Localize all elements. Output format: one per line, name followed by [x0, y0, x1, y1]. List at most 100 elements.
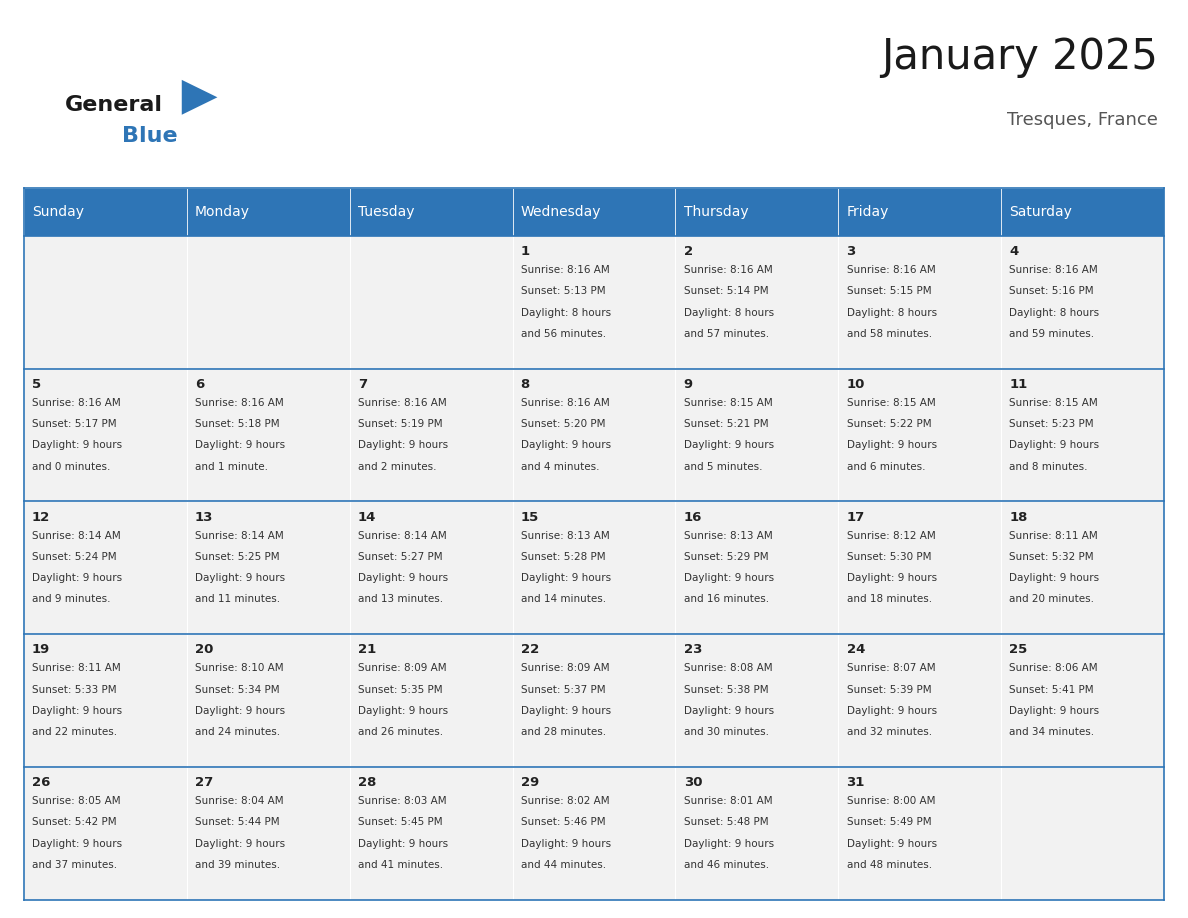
- Text: 26: 26: [32, 777, 50, 789]
- Text: Sunset: 5:30 PM: Sunset: 5:30 PM: [847, 552, 931, 562]
- Text: Sunset: 5:33 PM: Sunset: 5:33 PM: [32, 685, 116, 695]
- Text: Daylight: 9 hours: Daylight: 9 hours: [358, 706, 448, 716]
- Text: Daylight: 9 hours: Daylight: 9 hours: [683, 441, 773, 451]
- Text: Sunset: 5:17 PM: Sunset: 5:17 PM: [32, 420, 116, 429]
- Text: Sunset: 5:28 PM: Sunset: 5:28 PM: [520, 552, 606, 562]
- Text: 13: 13: [195, 510, 213, 523]
- Bar: [187, 634, 349, 767]
- Text: and 34 minutes.: and 34 minutes.: [1010, 727, 1094, 737]
- Text: 28: 28: [358, 777, 377, 789]
- Bar: [24, 634, 187, 767]
- Text: Sunrise: 8:14 AM: Sunrise: 8:14 AM: [195, 531, 284, 541]
- Text: Sunset: 5:25 PM: Sunset: 5:25 PM: [195, 552, 279, 562]
- Bar: [187, 767, 349, 900]
- Text: 11: 11: [1010, 378, 1028, 391]
- Text: Sunday: Sunday: [32, 205, 84, 219]
- Text: Daylight: 8 hours: Daylight: 8 hours: [1010, 308, 1100, 318]
- Text: 4: 4: [1010, 245, 1019, 258]
- Text: Daylight: 9 hours: Daylight: 9 hours: [358, 573, 448, 583]
- Bar: [349, 634, 512, 767]
- Bar: [187, 188, 349, 236]
- Text: Sunrise: 8:11 AM: Sunrise: 8:11 AM: [1010, 531, 1098, 541]
- Text: Daylight: 9 hours: Daylight: 9 hours: [195, 441, 285, 451]
- Text: 22: 22: [520, 644, 539, 656]
- Text: Sunrise: 8:00 AM: Sunrise: 8:00 AM: [847, 796, 935, 806]
- Text: Daylight: 9 hours: Daylight: 9 hours: [195, 573, 285, 583]
- Text: Daylight: 9 hours: Daylight: 9 hours: [32, 441, 122, 451]
- Text: Daylight: 9 hours: Daylight: 9 hours: [683, 706, 773, 716]
- Text: Friday: Friday: [847, 205, 889, 219]
- Text: Sunrise: 8:14 AM: Sunrise: 8:14 AM: [358, 531, 447, 541]
- Text: Daylight: 9 hours: Daylight: 9 hours: [1010, 573, 1100, 583]
- Text: Daylight: 8 hours: Daylight: 8 hours: [847, 308, 936, 318]
- Text: Sunset: 5:38 PM: Sunset: 5:38 PM: [683, 685, 769, 695]
- Text: 16: 16: [683, 510, 702, 523]
- Bar: [349, 369, 512, 501]
- Text: Sunrise: 8:14 AM: Sunrise: 8:14 AM: [32, 531, 121, 541]
- Bar: [512, 369, 676, 501]
- Text: Sunset: 5:37 PM: Sunset: 5:37 PM: [520, 685, 606, 695]
- Text: Sunset: 5:27 PM: Sunset: 5:27 PM: [358, 552, 442, 562]
- Text: 24: 24: [847, 644, 865, 656]
- Text: General: General: [65, 95, 163, 115]
- Text: Sunset: 5:14 PM: Sunset: 5:14 PM: [683, 286, 769, 297]
- Text: Sunset: 5:29 PM: Sunset: 5:29 PM: [683, 552, 769, 562]
- Text: Daylight: 8 hours: Daylight: 8 hours: [520, 308, 611, 318]
- Text: 1: 1: [520, 245, 530, 258]
- Text: Sunrise: 8:10 AM: Sunrise: 8:10 AM: [195, 664, 284, 674]
- Text: Sunrise: 8:15 AM: Sunrise: 8:15 AM: [847, 397, 935, 408]
- Text: and 46 minutes.: and 46 minutes.: [683, 860, 769, 870]
- Text: Daylight: 9 hours: Daylight: 9 hours: [195, 706, 285, 716]
- Bar: [839, 767, 1001, 900]
- Bar: [839, 501, 1001, 634]
- Text: and 20 minutes.: and 20 minutes.: [1010, 594, 1094, 604]
- Text: Sunrise: 8:16 AM: Sunrise: 8:16 AM: [358, 397, 447, 408]
- Bar: [1001, 634, 1164, 767]
- Text: Sunrise: 8:15 AM: Sunrise: 8:15 AM: [683, 397, 772, 408]
- Text: 14: 14: [358, 510, 377, 523]
- Text: Sunrise: 8:16 AM: Sunrise: 8:16 AM: [1010, 265, 1098, 275]
- Text: and 32 minutes.: and 32 minutes.: [847, 727, 931, 737]
- Text: Daylight: 9 hours: Daylight: 9 hours: [358, 441, 448, 451]
- Text: Sunrise: 8:16 AM: Sunrise: 8:16 AM: [520, 265, 609, 275]
- Text: Sunrise: 8:16 AM: Sunrise: 8:16 AM: [683, 265, 772, 275]
- Text: Sunset: 5:24 PM: Sunset: 5:24 PM: [32, 552, 116, 562]
- Bar: [839, 634, 1001, 767]
- Text: and 57 minutes.: and 57 minutes.: [683, 329, 769, 339]
- Bar: [24, 236, 187, 369]
- Text: Sunrise: 8:03 AM: Sunrise: 8:03 AM: [358, 796, 447, 806]
- Bar: [839, 188, 1001, 236]
- Bar: [676, 501, 839, 634]
- Text: Sunset: 5:15 PM: Sunset: 5:15 PM: [847, 286, 931, 297]
- Text: Sunrise: 8:16 AM: Sunrise: 8:16 AM: [32, 397, 121, 408]
- Text: Sunrise: 8:09 AM: Sunrise: 8:09 AM: [358, 664, 447, 674]
- Text: and 18 minutes.: and 18 minutes.: [847, 594, 931, 604]
- Text: Sunset: 5:22 PM: Sunset: 5:22 PM: [847, 420, 931, 429]
- Bar: [24, 369, 187, 501]
- Text: and 4 minutes.: and 4 minutes.: [520, 462, 599, 472]
- Bar: [1001, 369, 1164, 501]
- Bar: [676, 369, 839, 501]
- Text: 7: 7: [358, 378, 367, 391]
- Text: 31: 31: [847, 777, 865, 789]
- Text: Sunrise: 8:08 AM: Sunrise: 8:08 AM: [683, 664, 772, 674]
- Text: Sunset: 5:32 PM: Sunset: 5:32 PM: [1010, 552, 1094, 562]
- Text: Daylight: 9 hours: Daylight: 9 hours: [32, 706, 122, 716]
- Text: and 37 minutes.: and 37 minutes.: [32, 860, 118, 870]
- Text: Sunset: 5:23 PM: Sunset: 5:23 PM: [1010, 420, 1094, 429]
- Text: Daylight: 9 hours: Daylight: 9 hours: [1010, 441, 1100, 451]
- Text: 20: 20: [195, 644, 213, 656]
- Bar: [1001, 188, 1164, 236]
- Bar: [24, 767, 187, 900]
- Text: and 39 minutes.: and 39 minutes.: [195, 860, 280, 870]
- Text: Sunrise: 8:13 AM: Sunrise: 8:13 AM: [520, 531, 609, 541]
- Text: Sunset: 5:45 PM: Sunset: 5:45 PM: [358, 817, 442, 827]
- Text: Sunrise: 8:12 AM: Sunrise: 8:12 AM: [847, 531, 935, 541]
- Text: and 30 minutes.: and 30 minutes.: [683, 727, 769, 737]
- Text: Sunset: 5:46 PM: Sunset: 5:46 PM: [520, 817, 606, 827]
- Text: 21: 21: [358, 644, 377, 656]
- Text: 30: 30: [683, 777, 702, 789]
- Text: 25: 25: [1010, 644, 1028, 656]
- Text: 19: 19: [32, 644, 50, 656]
- Bar: [349, 188, 512, 236]
